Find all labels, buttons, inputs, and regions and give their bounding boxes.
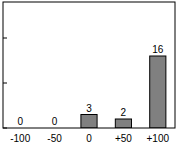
bar xyxy=(81,115,97,129)
y-tick xyxy=(3,38,7,39)
bar xyxy=(115,119,131,128)
data-label: 0 xyxy=(17,116,23,127)
y-tick xyxy=(3,83,7,84)
x-tick-label: +100 xyxy=(147,133,170,144)
y-tick xyxy=(3,128,7,129)
data-label: 0 xyxy=(52,116,58,127)
x-tick-label: +50 xyxy=(115,133,132,144)
plot-frame xyxy=(3,2,175,128)
x-tick-label: -50 xyxy=(47,133,62,144)
chart-container: -100 -50 0 +50 +100 0 0 3 2 16 xyxy=(0,0,177,148)
data-label: 2 xyxy=(121,107,127,118)
data-label: 3 xyxy=(86,103,92,114)
bar xyxy=(150,56,166,128)
x-tick-label: 0 xyxy=(86,133,92,144)
chart-svg: -100 -50 0 +50 +100 0 0 3 2 16 xyxy=(0,0,177,148)
x-tick-label: -100 xyxy=(10,133,30,144)
bars xyxy=(81,56,166,128)
data-label: 16 xyxy=(152,44,164,55)
